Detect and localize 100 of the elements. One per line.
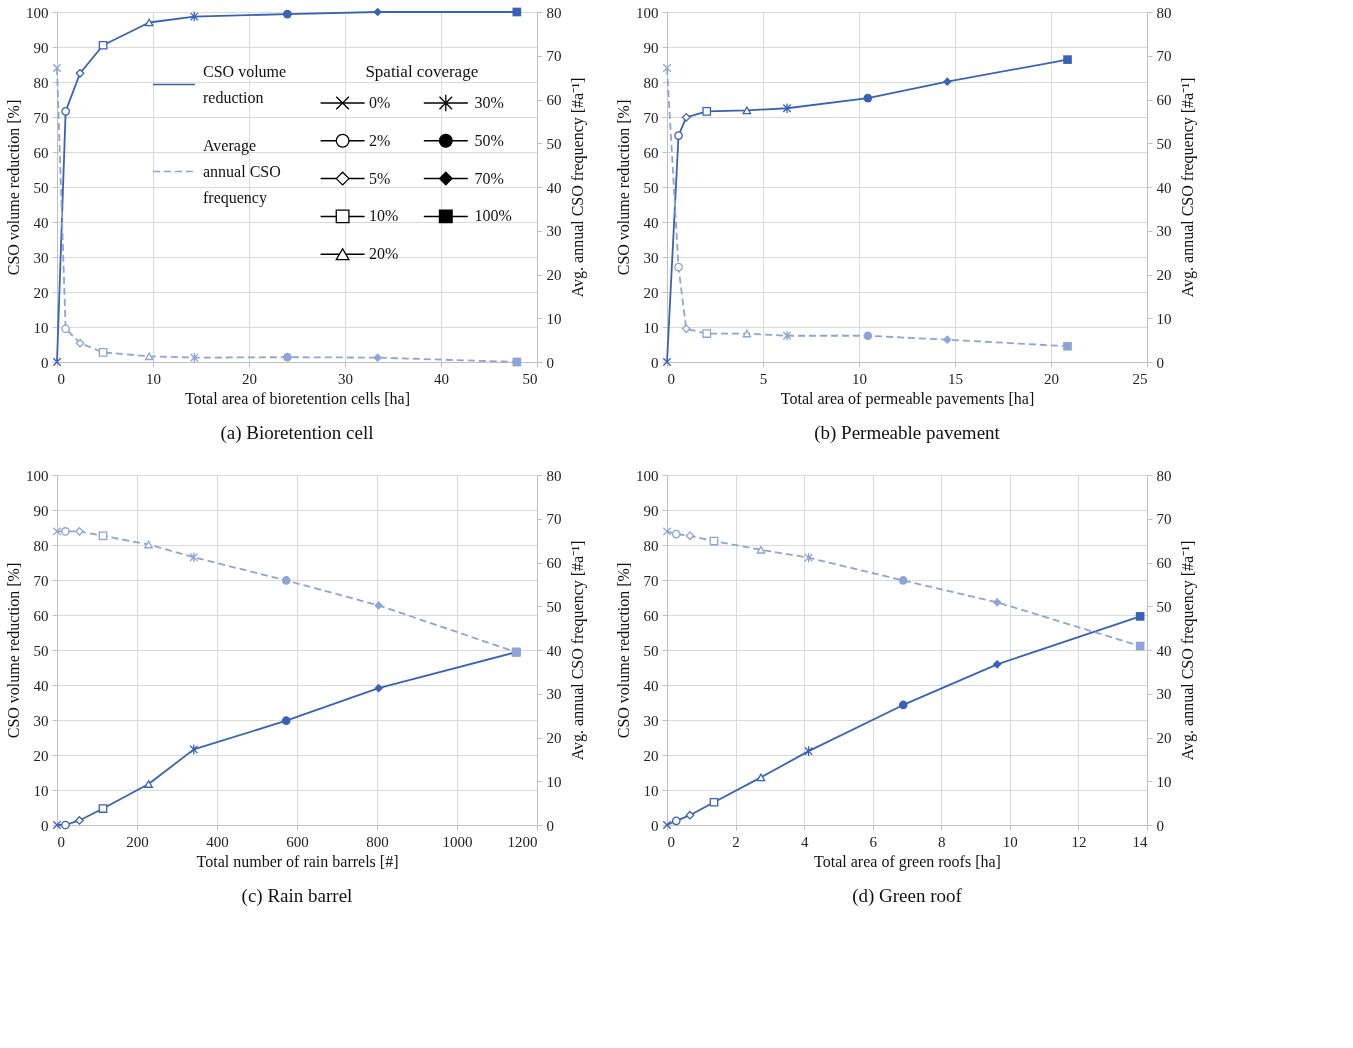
y-tick-label: 80 (33, 74, 49, 91)
y2-tick-label: 20 (1156, 730, 1172, 746)
y-tick-label: 100 (636, 4, 659, 21)
y-tick-label: 40 (33, 214, 49, 231)
x-tick-label: 10 (146, 370, 161, 387)
x-tick-label: 0 (667, 370, 675, 387)
y-tick-label: 40 (643, 214, 659, 231)
y-tick-label: 80 (643, 537, 659, 554)
y-tick-label: 10 (33, 782, 49, 799)
y-tick-label: 50 (33, 179, 49, 196)
x-tick-label: 800 (366, 833, 389, 850)
y-tick-label: 0 (41, 354, 49, 371)
annotation: 0% (369, 94, 391, 111)
y2-tick-label: 70 (546, 511, 562, 528)
x-tick-label: 50 (522, 370, 538, 387)
y-tick-label: 90 (643, 502, 659, 519)
y2-tick-label: 20 (546, 267, 562, 283)
text: (d) Green roof (852, 885, 963, 907)
y2-tick-label: 50 (546, 598, 562, 615)
x-tick-label: 20 (242, 370, 257, 387)
y2-tick-label: 50 (1156, 598, 1172, 615)
legend-label: CSO volume reduction (203, 62, 287, 106)
y-tick-label: 0 (41, 817, 49, 834)
x-tick-label: 0 (57, 370, 65, 387)
y-tick-label: 10 (33, 319, 49, 336)
legend-title: Spatial coverage (365, 61, 479, 81)
y2-tick-label: 30 (546, 223, 562, 240)
y2-tick-label: 20 (546, 730, 562, 746)
annotation: 20% (369, 245, 399, 263)
y2-tick-label: 20 (1156, 267, 1172, 283)
y-tick-label: 30 (33, 249, 49, 266)
y-tick-label: 50 (643, 179, 659, 196)
annotation: 70% (474, 169, 504, 187)
y2-tick-label: 10 (546, 310, 562, 327)
y-tick-label: 20 (33, 747, 49, 764)
y2-tick-label: 80 (546, 4, 562, 21)
y-tick-label: 10 (643, 319, 659, 336)
y2-axis-title: Avg. annual CSO frequency [#a⁻¹] (1178, 77, 1197, 298)
x-tick-label: 400 (206, 833, 229, 850)
y2-axis-title: Avg. annual CSO frequency [#a⁻¹] (1178, 540, 1197, 761)
y-tick-label: 50 (33, 642, 49, 659)
y2-tick-label: 30 (1156, 223, 1172, 240)
y-tick-label: 30 (643, 712, 659, 729)
x-tick-label: 1000 (442, 833, 473, 850)
x-tick-label: 6 (869, 833, 878, 850)
y-tick-label: 100 (636, 467, 659, 484)
y2-tick-label: 50 (1156, 135, 1172, 152)
y-tick-label: 80 (33, 537, 49, 554)
y-tick-label: 20 (33, 284, 49, 301)
y-axis-title: CSO volume reduction [%] (615, 99, 632, 276)
text: (a) Bioretention cell (220, 422, 374, 444)
y-tick-label: 60 (33, 144, 49, 161)
y2-axis-title: Avg. annual CSO frequency [#a⁻¹] (568, 77, 587, 298)
y2-tick-label: 0 (546, 817, 554, 834)
y2-tick-label: 10 (1156, 310, 1172, 327)
y2-tick-label: 0 (546, 354, 554, 371)
y2-tick-label: 70 (1156, 48, 1172, 65)
x-tick-label: 25 (1132, 370, 1148, 387)
x-tick-label: 8 (938, 833, 946, 850)
y2-tick-label: 60 (1156, 92, 1172, 108)
y2-tick-label: 40 (546, 179, 562, 196)
y-tick-label: 30 (33, 712, 49, 729)
y-tick-label: 100 (26, 467, 49, 484)
y-tick-label: 70 (33, 572, 49, 589)
text: (c) Rain barrel (241, 885, 353, 907)
legend-label: Average annual CSO frequency (203, 136, 281, 207)
x-tick-label: 4 (800, 833, 809, 850)
y-tick-label: 40 (643, 677, 659, 694)
y-tick-label: 0 (651, 354, 659, 371)
x-axis-title: Total number of rain barrels [#] (196, 852, 399, 870)
x-tick-label: 200 (126, 833, 149, 850)
y2-tick-label: 80 (1156, 4, 1172, 21)
x-axis-title: Total area of permeable pavements [ha] (780, 389, 1035, 408)
y2-axis-title: Avg. annual CSO frequency [#a⁻¹] (568, 540, 587, 761)
x-tick-label: 10 (852, 370, 867, 387)
y-tick-label: 40 (33, 677, 49, 694)
y2-tick-label: 80 (546, 467, 562, 484)
y-tick-label: 90 (33, 39, 49, 56)
annotation: 2% (369, 131, 391, 149)
y2-tick-label: 0 (1156, 817, 1164, 834)
y-tick-label: 100 (26, 4, 49, 21)
y-tick-label: 80 (643, 74, 659, 91)
y-tick-label: 70 (643, 109, 659, 126)
y2-tick-label: 30 (546, 686, 562, 703)
x-tick-label: 10 (1002, 833, 1018, 850)
annotation: 10% (369, 207, 399, 225)
x-axis-title: Total area of bioretention cells [ha] (185, 389, 410, 407)
y2-tick-label: 30 (1156, 686, 1172, 703)
y2-tick-label: 70 (1156, 511, 1172, 528)
y-tick-label: 10 (643, 782, 659, 799)
x-tick-label: 30 (338, 370, 353, 387)
x-tick-label: 40 (434, 370, 449, 387)
x-tick-label: 20 (1044, 370, 1059, 387)
y-tick-label: 60 (643, 607, 659, 624)
y2-tick-label: 40 (1156, 179, 1172, 196)
annotation: 100% (474, 207, 512, 225)
x-tick-label: 2 (732, 833, 740, 850)
x-tick-label: 1200 (507, 833, 538, 850)
y-tick-label: 90 (33, 502, 49, 519)
y2-tick-label: 10 (1156, 773, 1172, 790)
